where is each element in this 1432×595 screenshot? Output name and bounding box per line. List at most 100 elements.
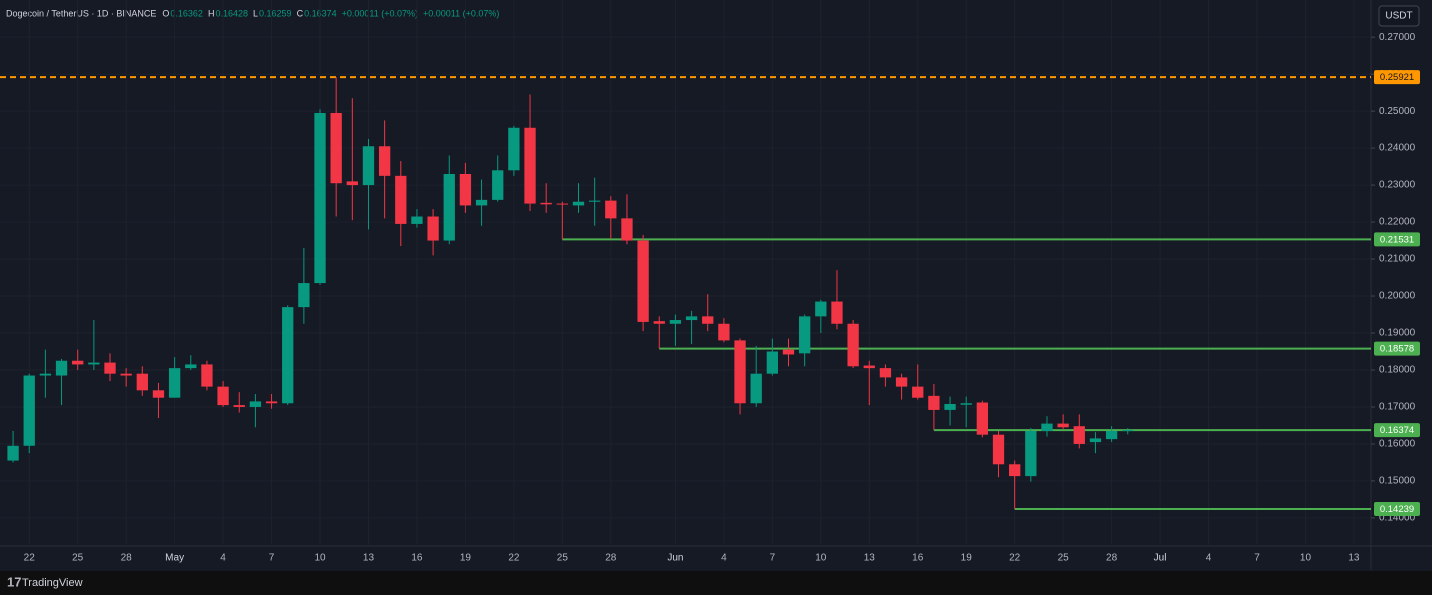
x-tick-label: 7 (1254, 553, 1260, 564)
x-tick-label: 25 (557, 553, 569, 564)
x-tick-label: 25 (1058, 553, 1070, 564)
candle-body (588, 200, 601, 202)
level-label: 0.14239 (1380, 504, 1414, 515)
candle-body (928, 395, 940, 410)
y-tick-label: 0.18000 (1379, 365, 1416, 376)
y-tick-label: 0.17000 (1379, 402, 1416, 413)
candle-body (1057, 423, 1069, 428)
legend-value: 0.16259 (259, 8, 292, 18)
candle-body (1009, 464, 1021, 477)
candle-body (524, 127, 536, 204)
candle-body (475, 199, 488, 206)
candle-body (443, 173, 455, 241)
x-tick-label: 19 (460, 553, 472, 564)
candle-body (249, 401, 262, 407)
candle-body (734, 340, 746, 404)
x-tick-label: 19 (961, 553, 973, 564)
candle-body (1122, 430, 1134, 432)
legend-value: 0.16428 (215, 8, 248, 18)
y-tick-label: 0.22000 (1379, 217, 1416, 228)
candle-body (7, 445, 19, 461)
candle-body (782, 349, 795, 355)
candle-body (185, 364, 197, 369)
logo-icon: 17 (7, 574, 21, 589)
candle-body (508, 127, 520, 171)
candle-body (1073, 426, 1085, 444)
level-label: 0.25921 (1380, 72, 1414, 83)
level-label: 0.21531 (1380, 234, 1414, 245)
y-tick-label: 0.20000 (1379, 291, 1416, 302)
legend-value: 0.16362 (170, 8, 203, 18)
candle-body (104, 362, 116, 374)
candle-body (669, 320, 682, 324)
level-label: 0.16374 (1380, 425, 1414, 436)
x-tick-label: May (165, 553, 184, 564)
candle-body (572, 201, 585, 206)
candle-body (201, 364, 213, 387)
legend-change: +0.00011 (+0.07%) (342, 8, 418, 18)
candle-body (1041, 423, 1053, 431)
candle-body (847, 323, 859, 367)
currency-box[interactable] (1378, 5, 1420, 27)
legend-key: H (208, 8, 215, 18)
candle-body (815, 301, 827, 317)
candle-body (621, 218, 633, 241)
candle-body (1025, 430, 1037, 477)
level-label-box (1374, 341, 1420, 356)
candle-body (637, 240, 649, 322)
y-tick-label: 0.14000 (1379, 513, 1416, 524)
candle-body (1105, 430, 1118, 440)
candle-body (298, 283, 310, 308)
candle-body (944, 404, 956, 410)
legend: Dogecoin / TetherUS · 1D · BINANCE O 0.163… (6, 8, 499, 18)
legend-key: L (253, 8, 258, 18)
candle-body (39, 373, 52, 376)
candle-body (330, 112, 342, 184)
candle-body (912, 386, 924, 398)
x-tick-label: 25 (72, 553, 84, 564)
x-tick-label: 10 (815, 553, 827, 564)
candle-body (799, 316, 811, 354)
candle-body (346, 181, 358, 186)
candle-body (766, 351, 779, 374)
candle-body (411, 216, 423, 224)
candle-body (459, 173, 472, 206)
level-label-box (1374, 502, 1420, 517)
x-tick-label: 28 (121, 553, 133, 564)
candle-body (265, 401, 278, 404)
candle-body (863, 365, 875, 369)
x-tick-label: 7 (770, 553, 776, 564)
x-tick-label: 4 (220, 553, 226, 564)
y-tick-label: 0.21000 (1379, 254, 1416, 265)
x-tick-label: 28 (1106, 553, 1118, 564)
x-tick-label: 7 (269, 553, 275, 564)
candle-body (1089, 438, 1102, 443)
candle-body (960, 403, 972, 405)
legend-key: O (162, 8, 169, 18)
candle-body (653, 321, 665, 324)
footer (0, 571, 1432, 595)
x-tick-label: 10 (314, 553, 326, 564)
candle-body (540, 202, 552, 205)
y-tick-label: 0.25000 (1379, 106, 1416, 117)
candle-body (718, 323, 730, 341)
candle-body (72, 360, 84, 365)
level-label: 0.18578 (1380, 344, 1414, 355)
candle-body (605, 200, 617, 219)
y-tick-label: 0.24000 (1379, 143, 1416, 154)
candle-body (136, 373, 148, 391)
candle-body (23, 375, 35, 446)
candle-body (879, 368, 892, 378)
x-tick-label: 22 (508, 553, 520, 564)
legend-symbol: Dogecoin / TetherUS · 1D · BINANCE (6, 8, 156, 18)
candle-body (685, 316, 698, 321)
candle-body (556, 203, 568, 205)
candle-body (314, 112, 326, 284)
x-tick-label: 13 (363, 553, 375, 564)
candle-body (427, 216, 439, 241)
candle-body (120, 373, 132, 376)
candle-body (378, 146, 391, 176)
x-tick-label: 4 (721, 553, 727, 564)
